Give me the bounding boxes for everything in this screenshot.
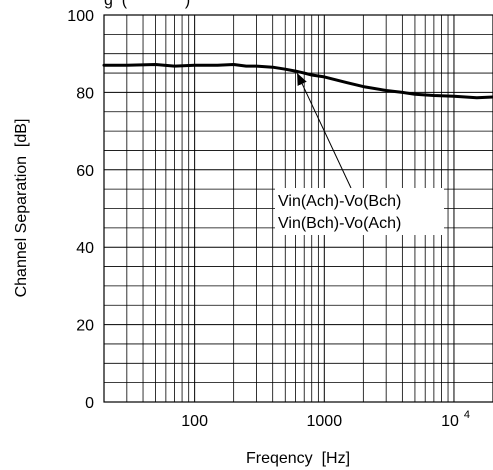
annotation: Vin(Ach)-Vo(Bch) Vin(Bch)-Vo(Ach) <box>275 72 444 235</box>
x-tick-label: 10 <box>441 413 459 430</box>
y-tick-label: 0 <box>85 395 94 412</box>
y-axis-title: Channel Separation [dB] <box>13 119 30 298</box>
annotation-arrow <box>297 72 352 189</box>
x-axis-title: Freqency [Hz] <box>246 450 350 467</box>
series-layer <box>102 63 493 100</box>
x-tick-labels: 100 1000 10 4 <box>181 409 470 430</box>
y-tick-labels: 0 20 40 60 80 100 <box>67 8 94 412</box>
x-tick-exponent: 4 <box>464 409 470 421</box>
annotation-box <box>275 188 444 235</box>
y-tick-label: 20 <box>76 318 94 335</box>
annotation-line-2: Vin(Bch)-Vo(Ach) <box>278 215 401 232</box>
y-tick-label: 60 <box>76 163 94 180</box>
x-tick-label: 100 <box>181 413 208 430</box>
plot-frame <box>103 14 493 403</box>
x-tick-label: 1000 <box>307 413 343 430</box>
annotation-line-1: Vin(Ach)-Vo(Bch) <box>278 193 401 210</box>
series-line <box>102 63 493 100</box>
chart-title-fragment: g ( ) <box>104 0 190 9</box>
y-tick-label: 40 <box>76 240 94 257</box>
y-tick-label: 80 <box>76 85 94 102</box>
y-tick-label: 100 <box>67 8 94 25</box>
